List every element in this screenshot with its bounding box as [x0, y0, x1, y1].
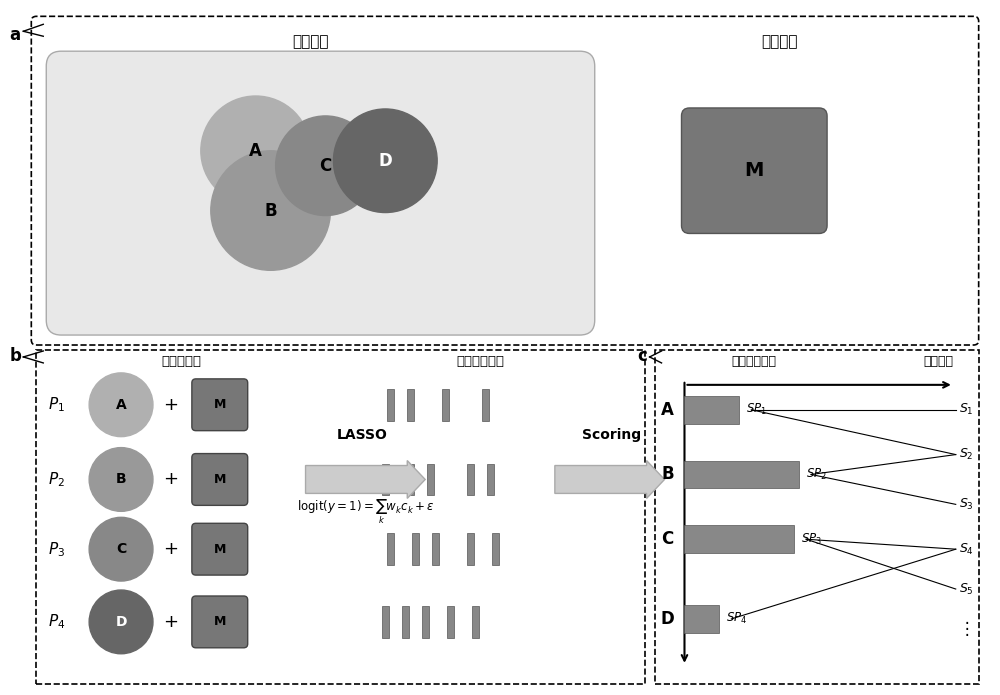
Text: D: D — [661, 610, 674, 628]
Text: D: D — [378, 152, 392, 170]
Text: A: A — [116, 398, 126, 411]
Bar — [467, 464, 474, 496]
FancyBboxPatch shape — [192, 379, 248, 431]
Text: M: M — [745, 161, 764, 180]
Bar — [684, 396, 739, 424]
FancyBboxPatch shape — [681, 108, 827, 234]
Bar — [382, 606, 389, 638]
FancyBboxPatch shape — [46, 51, 595, 335]
Bar — [422, 606, 429, 638]
Circle shape — [201, 96, 311, 206]
Bar — [684, 525, 794, 553]
Text: D: D — [115, 615, 127, 629]
Bar — [684, 461, 799, 489]
Bar — [387, 389, 394, 420]
FancyArrow shape — [306, 461, 425, 498]
Text: M: M — [214, 543, 226, 556]
Text: $P_3$: $P_3$ — [48, 540, 65, 559]
Text: 样本得分: 样本得分 — [924, 355, 954, 368]
Bar — [407, 464, 414, 496]
Circle shape — [333, 109, 437, 213]
Bar — [472, 606, 479, 638]
Bar — [492, 533, 499, 565]
Text: Scoring: Scoring — [582, 427, 641, 441]
Bar — [387, 533, 394, 565]
Text: $S_4$: $S_4$ — [959, 541, 974, 557]
Circle shape — [276, 116, 375, 215]
Text: 样本子集得分: 样本子集得分 — [732, 355, 777, 368]
Text: A: A — [661, 401, 674, 419]
Text: A: A — [249, 142, 262, 160]
Text: $P_4$: $P_4$ — [48, 612, 65, 631]
Text: M: M — [214, 398, 226, 411]
Bar — [487, 464, 494, 496]
Text: 关键基因位点: 关键基因位点 — [456, 355, 504, 368]
Circle shape — [89, 590, 153, 654]
FancyBboxPatch shape — [31, 16, 979, 345]
Text: $S_5$: $S_5$ — [959, 582, 973, 596]
FancyBboxPatch shape — [192, 454, 248, 505]
Text: +: + — [163, 613, 178, 631]
Text: $SP_2$: $SP_2$ — [806, 467, 827, 482]
Text: c: c — [638, 347, 647, 365]
Text: LASSO: LASSO — [337, 427, 388, 441]
Circle shape — [89, 448, 153, 512]
Text: $P_2$: $P_2$ — [48, 470, 65, 489]
Text: ⋮: ⋮ — [959, 620, 975, 638]
Text: $SP_1$: $SP_1$ — [746, 402, 767, 417]
Text: B: B — [661, 466, 674, 484]
Text: $\mathrm{logit}(y=1)=\sum_k w_k c_k+\varepsilon$: $\mathrm{logit}(y=1)=\sum_k w_k c_k+\var… — [297, 498, 434, 526]
Text: B: B — [116, 473, 126, 486]
Text: a: a — [9, 26, 20, 44]
Text: C: C — [116, 542, 126, 556]
Bar — [412, 533, 419, 565]
Bar — [482, 389, 489, 420]
Text: M: M — [214, 473, 226, 486]
Text: $S_1$: $S_1$ — [959, 402, 973, 417]
Text: $SP_4$: $SP_4$ — [726, 612, 748, 626]
Bar — [467, 533, 474, 565]
FancyBboxPatch shape — [192, 523, 248, 575]
Text: $SP_3$: $SP_3$ — [801, 532, 822, 547]
Circle shape — [211, 151, 330, 270]
Text: b: b — [9, 347, 21, 365]
Text: $S_2$: $S_2$ — [959, 447, 973, 462]
FancyBboxPatch shape — [655, 350, 979, 684]
Circle shape — [89, 373, 153, 436]
Bar — [402, 606, 409, 638]
Circle shape — [89, 517, 153, 581]
Text: +: + — [163, 471, 178, 489]
Bar — [407, 389, 414, 420]
Bar — [442, 389, 449, 420]
Bar — [427, 464, 434, 496]
Text: C: C — [319, 157, 332, 174]
FancyBboxPatch shape — [192, 596, 248, 648]
Text: B: B — [264, 202, 277, 220]
Text: $S_3$: $S_3$ — [959, 497, 974, 512]
Text: 健康样本: 健康样本 — [292, 34, 329, 49]
Bar — [432, 533, 439, 565]
Text: +: + — [163, 395, 178, 414]
Bar — [447, 606, 454, 638]
Bar — [684, 605, 719, 633]
FancyArrow shape — [555, 461, 665, 498]
Text: M: M — [214, 615, 226, 628]
Text: C: C — [661, 530, 674, 548]
Text: +: + — [163, 540, 178, 558]
Bar — [382, 464, 389, 496]
FancyBboxPatch shape — [36, 350, 645, 684]
Text: 样本子集对: 样本子集对 — [161, 355, 201, 368]
Text: 患病样本: 患病样本 — [761, 34, 797, 49]
Text: $P_1$: $P_1$ — [48, 395, 65, 414]
